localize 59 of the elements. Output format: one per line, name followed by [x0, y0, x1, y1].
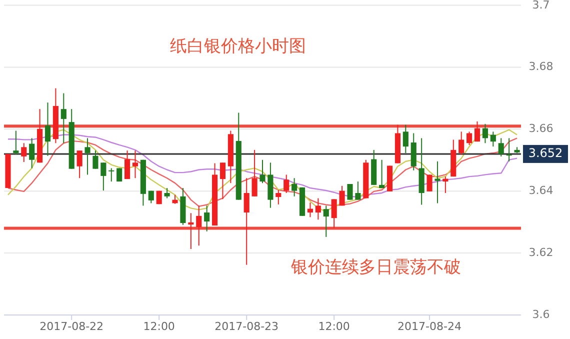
candlestick: [76, 150, 82, 179]
y-tick-label: 3.7: [532, 0, 550, 12]
x-tick-label: 2017-08-22: [40, 320, 104, 334]
ref-line-label: 3.652: [528, 146, 563, 160]
candlestick: [339, 185, 345, 206]
candlestick: [116, 168, 122, 182]
candlestick: [490, 131, 496, 148]
x-tick-label: 12:00: [143, 320, 175, 334]
candlestick: [307, 202, 314, 218]
candlestick: [204, 205, 210, 232]
annotation: 银价连续多日震荡不破: [290, 258, 461, 278]
candlestick: [466, 131, 472, 146]
text: 纸白银价格小时图: [170, 36, 306, 57]
candlestick: [506, 138, 512, 162]
candlestick: [402, 124, 408, 154]
candlestick: [315, 198, 321, 220]
candlestick: [284, 174, 290, 194]
candlestick: [347, 183, 353, 200]
candlestick: [482, 123, 488, 144]
candlestick: [84, 138, 90, 176]
candlestick: [132, 150, 138, 179]
candlestick: [148, 190, 154, 204]
candlestick: [196, 205, 202, 246]
candlestick: [323, 205, 329, 238]
x-tick-label: 2017-08-23: [214, 320, 279, 334]
candlestick: [92, 150, 98, 170]
candlestick: [498, 138, 504, 157]
candlestick: [100, 162, 106, 191]
candlestick: [331, 198, 337, 228]
candlestick: [426, 174, 432, 192]
y-tick-label: 3.68: [528, 60, 554, 74]
candlestick: [410, 132, 416, 171]
y-tick-label: 3.62: [528, 246, 554, 260]
candlestick: [13, 130, 19, 156]
candlestick: [44, 102, 51, 156]
candlestick: [21, 142, 27, 163]
y-tick-label: 3.64: [528, 184, 554, 198]
candlestick: [434, 160, 440, 204]
candlestick: [252, 149, 258, 197]
candlestick: [474, 120, 480, 142]
candlestick: [124, 150, 130, 180]
y-tick-label: 3.66: [528, 122, 554, 136]
candlestick: [164, 188, 170, 199]
candlestick: [188, 212, 194, 250]
candlestick: [60, 92, 66, 144]
candlestick: [244, 178, 250, 266]
x-tick-label: 2017-08-24: [398, 320, 462, 334]
candlestick: [260, 159, 266, 184]
candlestick: [276, 189, 282, 205]
y-tick-label: 3.6: [532, 308, 550, 322]
candlestick: [355, 181, 361, 200]
candlestick: [458, 131, 464, 156]
candlestick: [292, 178, 298, 197]
candlestick: [442, 176, 448, 194]
candlestick: [29, 138, 35, 169]
x-tick-label: 12:00: [318, 320, 350, 334]
candlestick: [220, 162, 226, 200]
candlestick: [379, 159, 385, 189]
candlestick: [108, 168, 114, 182]
